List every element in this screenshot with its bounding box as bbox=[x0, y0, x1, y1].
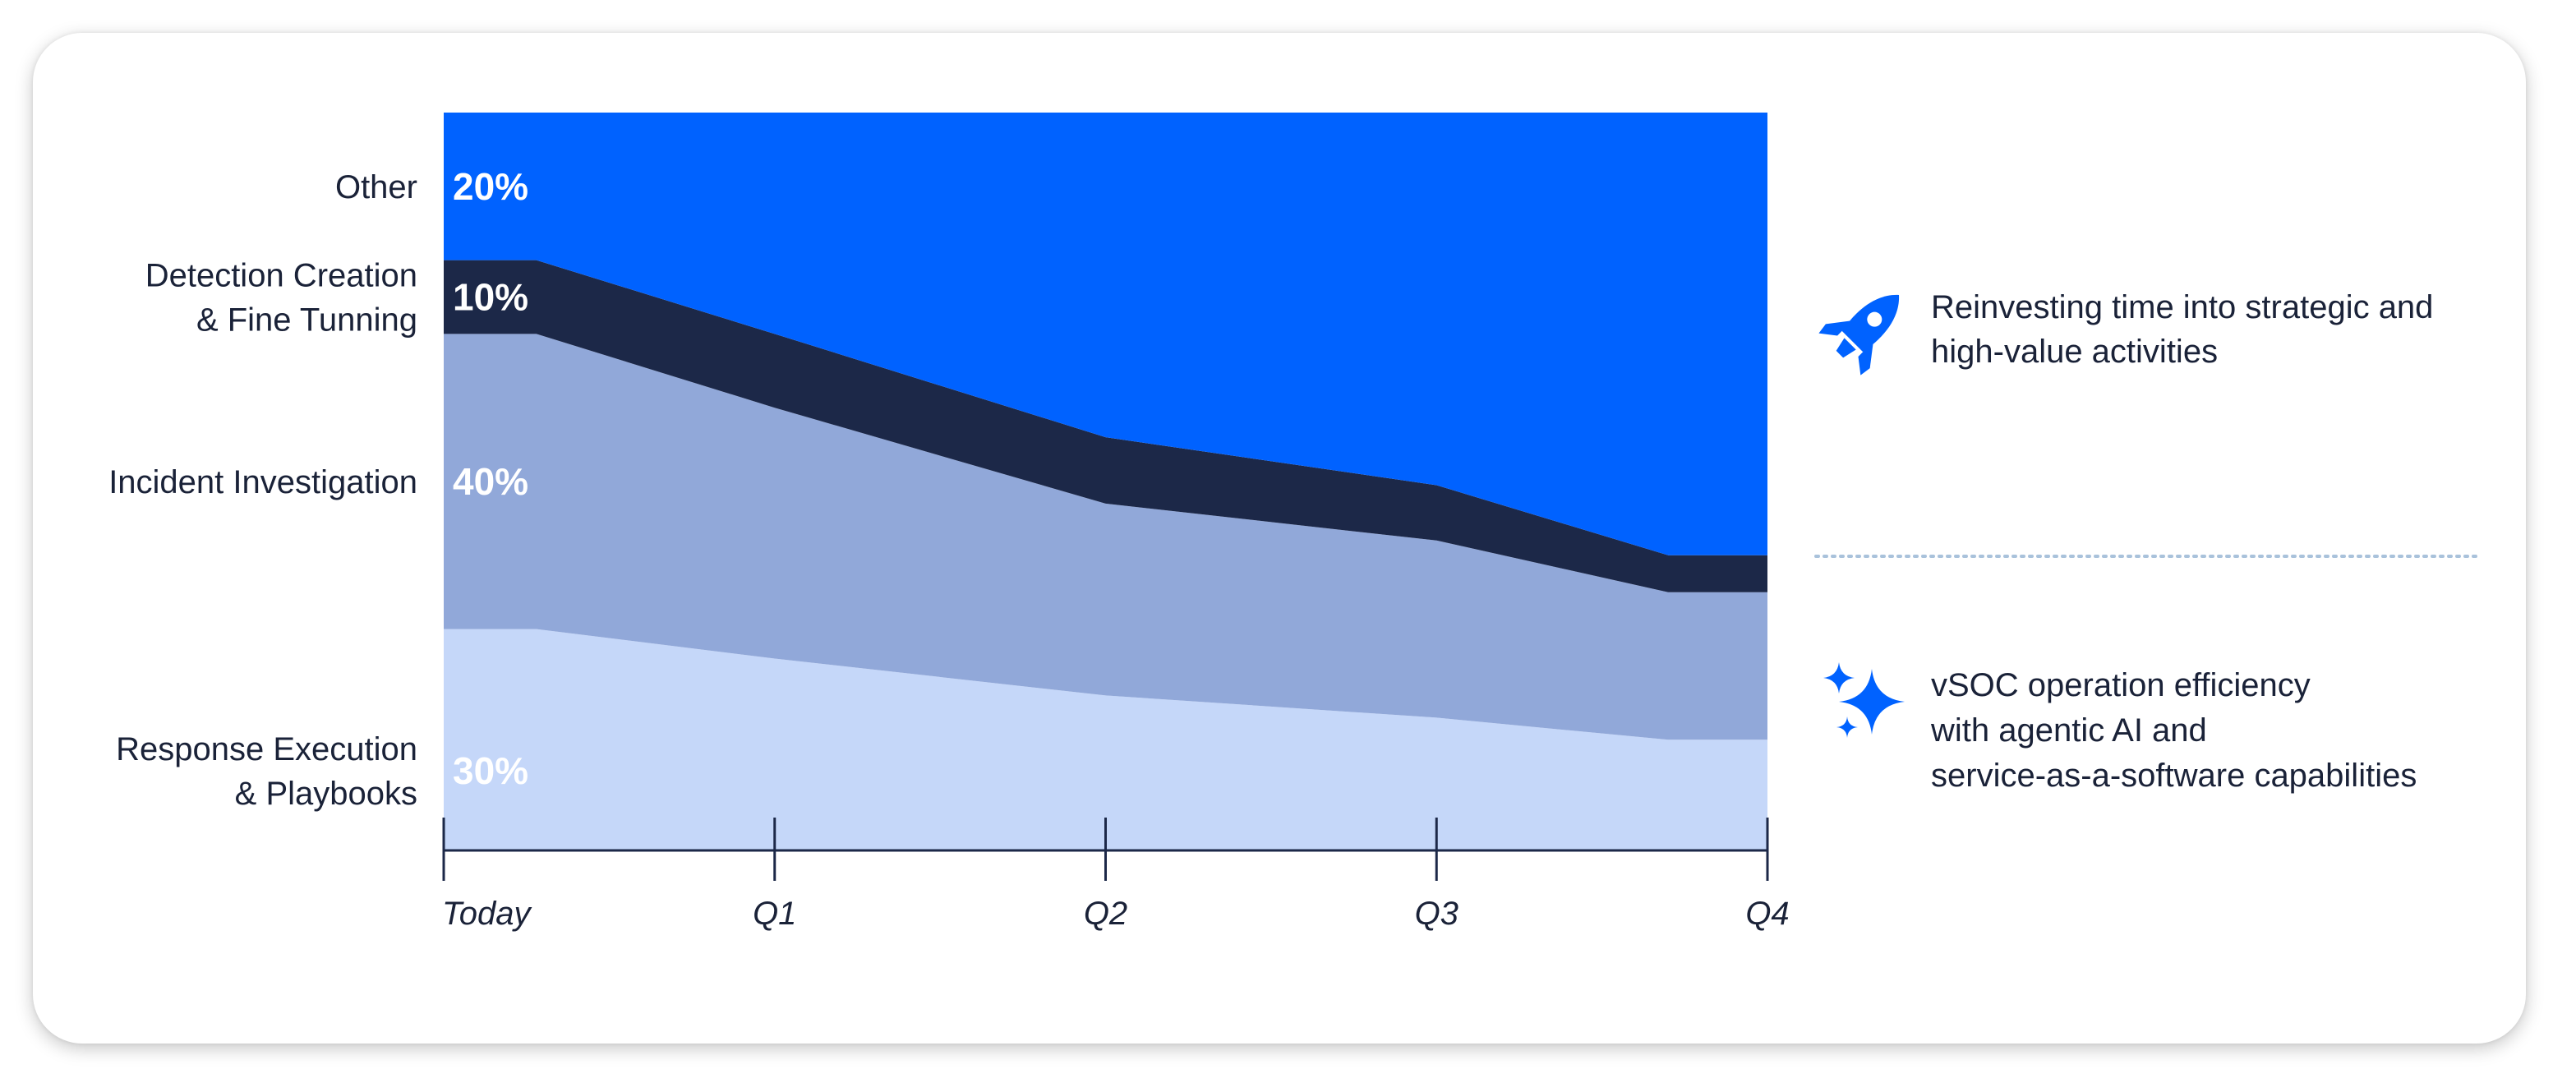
category-labels: Response Execution & Playbooks Incident In… bbox=[108, 169, 417, 812]
stacked-areas bbox=[444, 113, 1767, 850]
area-incident-investigation bbox=[444, 334, 1767, 740]
side-item-efficiency: vSOC operation efficiency with agentic A… bbox=[1823, 662, 2417, 794]
percent-labels: 30% 40% 10% 20% bbox=[453, 165, 528, 792]
category-label: Other bbox=[335, 169, 417, 205]
category-label: Detection Creation & Fine Tunning bbox=[145, 258, 417, 339]
category-label: Response Execution & Playbooks bbox=[116, 731, 417, 812]
x-tick-label: Today bbox=[442, 896, 533, 932]
rocket-icon bbox=[1818, 294, 1900, 376]
category-label: Incident Investigation bbox=[108, 464, 417, 500]
percent-label: 30% bbox=[453, 749, 528, 792]
efficiency-line-3: service-as-a-software capabilities bbox=[1931, 758, 2417, 794]
efficiency-line-1: vSOC operation efficiency bbox=[1931, 667, 2311, 703]
x-tick-label: Q1 bbox=[753, 896, 796, 932]
reinvesting-line-2: high-value activities bbox=[1931, 334, 2218, 370]
x-tick-label: Q3 bbox=[1415, 896, 1459, 932]
percent-label: 20% bbox=[453, 165, 528, 208]
percent-label: 10% bbox=[453, 276, 528, 319]
reinvesting-line-1: Reinvesting time into strategic and bbox=[1931, 289, 2433, 325]
efficiency-line-2: with agentic AI and bbox=[1930, 712, 2207, 749]
side-item-reinvesting: Reinvesting time into strategic and high… bbox=[1818, 289, 2433, 376]
area-detection-creation-fine-tunning bbox=[444, 260, 1767, 592]
sparkle-icon bbox=[1823, 662, 1905, 738]
area-other bbox=[444, 113, 1767, 555]
area-response-execution-playbooks bbox=[444, 629, 1767, 850]
x-axis: Today Q1 Q2 Q3 Q4 bbox=[442, 818, 1790, 932]
percent-label: 40% bbox=[453, 460, 528, 503]
x-tick-label: Q2 bbox=[1084, 896, 1127, 932]
x-tick-label: Q4 bbox=[1745, 896, 1789, 932]
